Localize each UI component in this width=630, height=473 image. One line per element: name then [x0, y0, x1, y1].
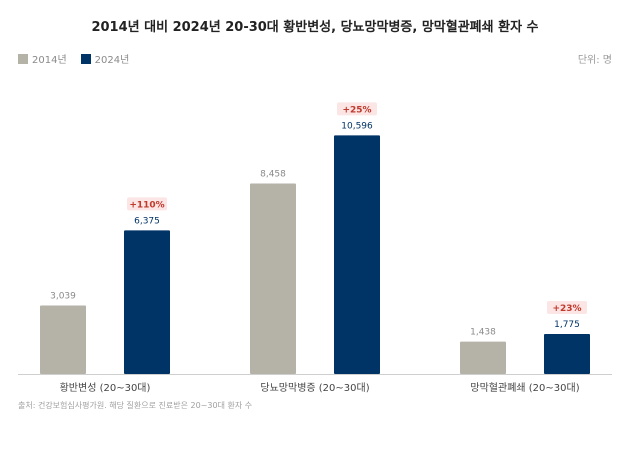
change-badge-1: +25% — [342, 105, 371, 115]
value-label-2024-2: 1,775 — [554, 320, 580, 330]
value-label-2014-0: 3,039 — [50, 292, 76, 302]
change-badge-bg-0 — [127, 197, 167, 211]
change-badge-2: +23% — [552, 304, 581, 314]
legend-item-2014: 2014년 — [18, 51, 67, 66]
bar-2024-2 — [544, 334, 590, 374]
legend-label-2024: 2024년 — [94, 55, 130, 66]
category-label-0: 황반변성 (20~30대) — [60, 382, 151, 394]
source-note: 출처: 건강보험심사평가원. 해당 질환으로 진료받은 20~30대 환자 수 — [18, 401, 253, 410]
category-label-2: 망막혈관폐쇄 (20~30대) — [470, 381, 579, 394]
unit-label: 단위: 명 — [577, 55, 612, 66]
legend-swatch-2024 — [80, 53, 91, 64]
legend: 2014년 2024년 — [18, 51, 143, 66]
bar-2024-0 — [124, 230, 170, 374]
value-label-2014-2: 1,438 — [470, 328, 496, 338]
change-badge-bg-2 — [547, 301, 587, 315]
change-badge-bg-1 — [337, 102, 377, 116]
value-label-2024-0: 6,375 — [134, 216, 160, 226]
bar-2014-1 — [250, 183, 296, 374]
legend-item-2024: 2024년 — [80, 51, 130, 66]
change-badge-0: +110% — [129, 200, 164, 210]
value-label-2014-1: 8,458 — [260, 170, 286, 180]
bar-2024-1 — [334, 135, 380, 374]
chart-title: 2014년 대비 2024년 20-30대 황반변성, 당뇨망막병증, 망막혈관… — [91, 20, 539, 35]
bar-2014-2 — [460, 341, 506, 374]
value-label-2024-1: 10,596 — [341, 121, 373, 131]
legend-swatch-2014 — [18, 53, 28, 64]
category-label-1: 당뇨망막병증 (20~30대) — [260, 382, 369, 394]
legend-label-2014: 2014년 — [32, 55, 67, 66]
bar-2014-0 — [40, 305, 86, 374]
